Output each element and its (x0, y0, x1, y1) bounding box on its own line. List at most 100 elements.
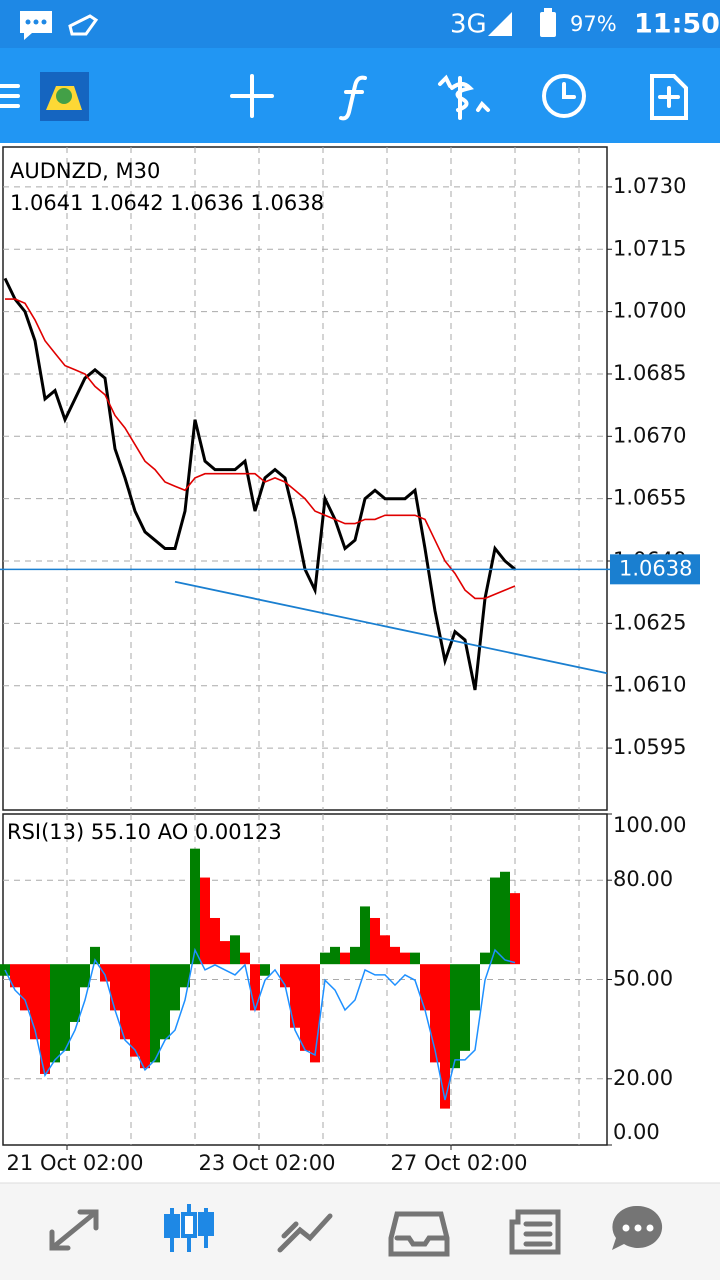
ao-bar (510, 893, 520, 965)
ao-bar (170, 964, 180, 1011)
indicator-title: RSI(13) 55.10 AO 0.00123 (7, 820, 282, 844)
ao-bar (410, 952, 420, 965)
y-tick-label: 1.0610 (613, 673, 686, 697)
ao-bar (190, 848, 200, 965)
ao-bar (220, 941, 230, 965)
ao-bar (310, 964, 320, 1063)
quotes-tab[interactable] (49, 1209, 99, 1251)
ao-bar (230, 935, 240, 965)
ao-bar (500, 871, 510, 965)
ao-bar (70, 964, 80, 1022)
message-icon (20, 11, 52, 40)
ao-bar (120, 964, 130, 1040)
ao-bar (200, 877, 210, 965)
ao-bar (320, 952, 330, 965)
battery-label: 97% (570, 12, 617, 36)
ao-bar (430, 964, 440, 1063)
ao-bar (480, 952, 490, 965)
ao-bar (240, 952, 250, 965)
ao-bar (210, 917, 220, 965)
y-tick-label: 1.0685 (613, 361, 686, 385)
ao-bar (250, 964, 260, 1011)
news-tab[interactable] (509, 1209, 561, 1255)
history-tab[interactable] (388, 1211, 450, 1257)
last-price-box (610, 554, 700, 585)
y-tick-label: 1.0625 (613, 610, 686, 634)
chart-background (0, 143, 720, 1183)
ao-bar (330, 946, 340, 965)
y-tick-label: 100.00 (613, 813, 686, 837)
ao-bar (470, 964, 480, 1011)
ao-bar (110, 964, 120, 1011)
ao-bar (370, 917, 380, 965)
ao-bar (340, 952, 350, 965)
ao-bar (420, 964, 430, 1011)
ao-bar (20, 964, 30, 1011)
network-label: 3G (450, 10, 487, 40)
y-tick-label: 0.00 (613, 1120, 660, 1144)
rsi-line (4, 947, 516, 1101)
toolbar (0, 48, 720, 143)
ao-bar (180, 964, 190, 988)
ao-bar (350, 946, 360, 965)
bottom-nav (0, 1183, 720, 1280)
y-tick-label: 80.00 (613, 867, 673, 891)
status-icons (20, 8, 556, 40)
y-tick-label: 1.0655 (613, 486, 686, 510)
ao-bar (80, 964, 90, 988)
price-line (3, 277, 516, 691)
x-tick-label: 27 Oct 02:00 (391, 1151, 528, 1175)
chart-tab[interactable] (164, 1204, 214, 1252)
ohlc-values: 1.0641 1.0642 1.0636 1.0638 (10, 191, 324, 215)
ao-bar (50, 964, 60, 1063)
history-button[interactable] (542, 74, 586, 118)
x-tick-label: 21 Oct 02:00 (7, 1151, 144, 1175)
y-tick-label: 1.0670 (613, 423, 686, 447)
last-price-label: 1.0638 (619, 556, 692, 580)
moving-average-line (5, 298, 516, 600)
ao-bar (60, 964, 70, 1051)
ao-bar (490, 877, 500, 965)
ao-bar (150, 964, 160, 1063)
ao-bar (100, 964, 110, 982)
trade-button[interactable] (438, 74, 490, 120)
ao-bar (300, 964, 310, 1051)
ao-bar (460, 964, 470, 1051)
ao-bar (290, 964, 300, 1028)
status-bar (0, 0, 720, 48)
y-tick-label: 1.0715 (613, 236, 686, 260)
ao-bar (160, 964, 170, 1040)
clock: 11:50 (634, 9, 720, 40)
trend-line (174, 580, 608, 675)
new-order-button[interactable] (650, 74, 688, 120)
ao-bar (450, 964, 460, 1069)
y-tick-label: 1.0730 (613, 174, 686, 198)
ao-bar (440, 964, 450, 1109)
ao-bar (10, 964, 20, 988)
ao-bar (280, 964, 290, 988)
ao-bar (90, 946, 100, 965)
ao-bar (40, 964, 50, 1074)
ao-bar (360, 906, 370, 965)
ao-bar (390, 946, 400, 965)
ao-bar (380, 935, 390, 965)
function-button[interactable] (339, 75, 367, 121)
ao-bar (130, 964, 140, 1057)
ao-bar (30, 964, 40, 1040)
crosshair-button[interactable] (230, 74, 274, 118)
clean-icon (68, 14, 99, 36)
chat-tab[interactable] (612, 1205, 663, 1250)
y-tick-label: 1.0595 (613, 735, 686, 759)
menu-button[interactable] (0, 84, 20, 108)
x-tick-label: 23 Oct 02:00 (199, 1151, 336, 1175)
y-tick-label: 1.0700 (613, 299, 686, 323)
y-tick-label: 20.00 (613, 1066, 673, 1090)
price-panel-frame (2, 146, 608, 811)
ao-bar (140, 964, 150, 1069)
ao-bar (400, 952, 410, 965)
signal-icon (488, 12, 512, 36)
ao-bar (260, 964, 270, 976)
symbol-title: AUDNZD, M30 (10, 159, 160, 183)
trade-tab[interactable] (277, 1213, 333, 1253)
